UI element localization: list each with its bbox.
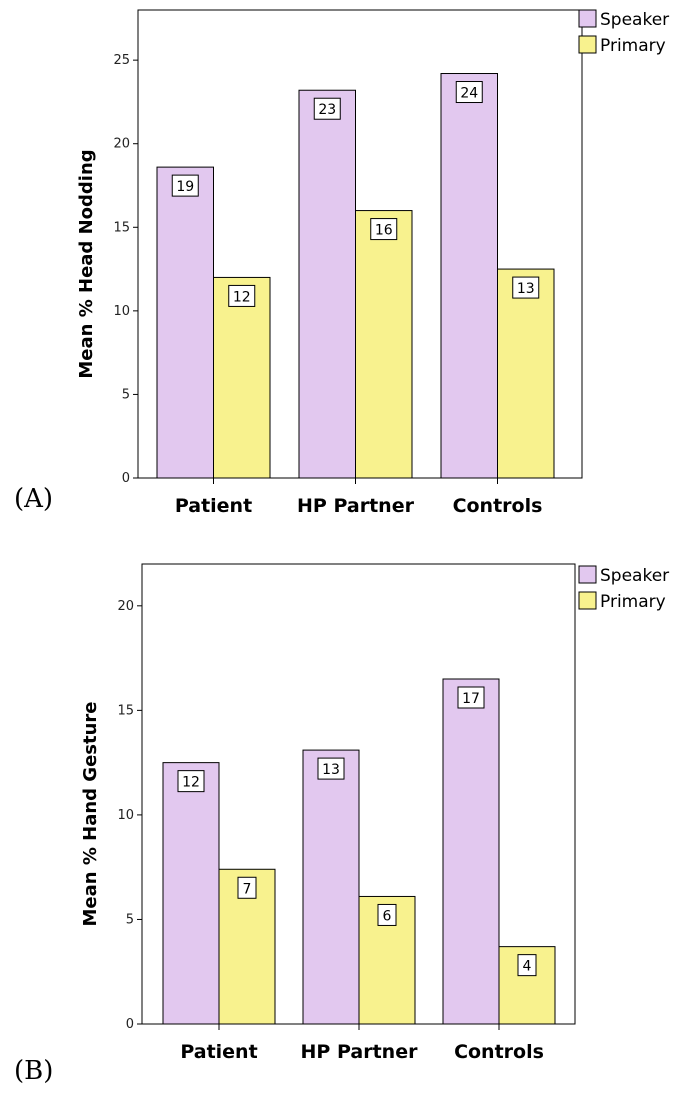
data-label: 12: [182, 775, 200, 791]
bar-speaker: [156, 166, 214, 479]
data-label-box: [377, 903, 397, 926]
y-axis-label: Mean % Head Nodding: [76, 149, 97, 378]
bar-speaker: [302, 749, 360, 1025]
y-tick-label: 10: [117, 808, 134, 823]
data-label: 17: [462, 691, 480, 707]
legend-label-primary: Primary: [600, 592, 666, 612]
y-tick-label: 20: [117, 599, 134, 614]
data-label-box: [517, 954, 537, 977]
data-label: 24: [460, 86, 478, 102]
y-tick-label: 0: [122, 471, 130, 486]
bar-speaker: [442, 678, 500, 1025]
data-label: 13: [322, 762, 340, 778]
chart-panel-a: 0 5 10 15 20 25 Mean % Head Nodding 19 12 Patient…: [0, 0, 684, 540]
data-label-box: [512, 276, 540, 299]
bar-speaker: [440, 73, 498, 479]
panel-label-a: (A): [14, 484, 54, 514]
category-label: Patient: [180, 1041, 257, 1063]
y-tick-label: 25: [113, 53, 130, 68]
data-label: 12: [233, 289, 251, 305]
data-label-box: [455, 81, 483, 104]
data-label-box: [171, 174, 199, 197]
y-tick-label: 10: [113, 304, 130, 319]
data-label-box: [317, 757, 345, 780]
y-tick-label: 20: [113, 137, 130, 152]
hand-gesture-chart: 0 5 10 15 20 Mean % Hand Gesture 12 7 Patient 13 6…: [80, 563, 669, 1063]
data-label-box: [177, 770, 205, 793]
legend-swatch-primary: [578, 35, 597, 54]
legend-label-speaker: Speaker: [600, 10, 669, 30]
category-label: Controls: [454, 1041, 544, 1063]
legend-label-primary: Primary: [600, 36, 666, 56]
data-label: 4: [523, 959, 532, 975]
head-nodding-chart: 0 5 10 15 20 25 Mean % Head Nodding 19 12 Patient…: [76, 9, 669, 517]
data-label: 13: [517, 281, 535, 297]
y-tick-label: 5: [126, 912, 134, 927]
y-tick-label: 15: [113, 220, 130, 235]
panel-label-b: (B): [14, 1056, 54, 1086]
bar-speaker: [162, 762, 220, 1025]
data-label-box: [237, 876, 257, 899]
data-label: 23: [318, 102, 336, 118]
data-label-box: [370, 218, 398, 241]
data-label: 16: [375, 223, 393, 239]
category-label: Controls: [453, 495, 543, 517]
category-label: HP Partner: [301, 1041, 419, 1063]
legend-swatch-speaker: [578, 9, 597, 28]
bar-primary: [213, 276, 271, 479]
data-label-box: [457, 686, 485, 709]
bar-speaker: [298, 89, 356, 479]
legend-swatch-primary: [578, 591, 597, 610]
chart-panel-b: 0 5 10 15 20 Mean % Hand Gesture 12 7 Patient 13 6…: [0, 550, 684, 1100]
legend-swatch-speaker: [578, 565, 597, 584]
data-label: 7: [243, 881, 252, 897]
y-axis-label: Mean % Hand Gesture: [80, 701, 101, 926]
data-label: 19: [176, 179, 194, 195]
data-label-box: [228, 284, 256, 307]
bar-primary: [355, 210, 413, 479]
y-tick-label: 0: [126, 1017, 134, 1032]
data-label: 6: [383, 908, 392, 924]
legend-label-speaker: Speaker: [600, 566, 669, 586]
y-tick-label: 15: [117, 703, 134, 718]
data-label-box: [313, 97, 341, 120]
category-label: HP Partner: [297, 495, 415, 517]
y-tick-label: 5: [122, 387, 130, 402]
bar-primary: [497, 268, 555, 479]
category-label: Patient: [175, 495, 252, 517]
